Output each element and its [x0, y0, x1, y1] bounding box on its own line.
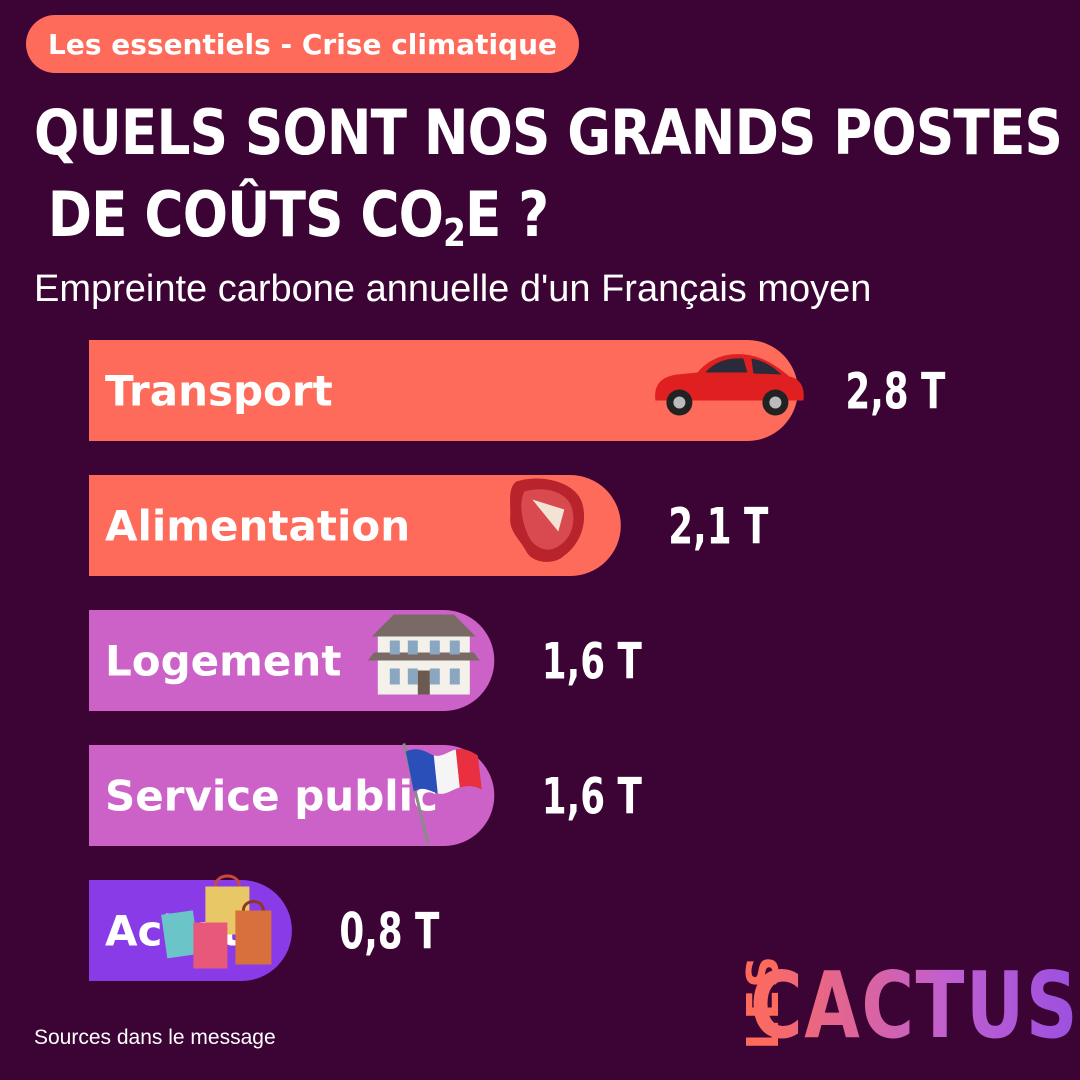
value-label: 1,6 T	[542, 768, 642, 826]
value-label: 2,8 T	[845, 363, 945, 421]
title-line-2: DE COÛTS CO2E ?	[47, 178, 549, 255]
category-label: Logement	[105, 637, 341, 686]
french-flag-icon	[402, 743, 482, 844]
title-line-1: QUELS SONT NOS GRANDS POSTES	[34, 96, 1063, 169]
steak-icon	[510, 478, 585, 562]
value-label: 0,8 T	[339, 903, 439, 961]
house-icon	[367, 614, 480, 695]
value-label: 2,1 T	[668, 498, 768, 556]
category-label: Transport	[105, 367, 333, 416]
category-tag: Les essentiels - Crise climatique	[26, 15, 580, 73]
page-title: QUELS SONT NOS GRANDS POSTES DE COÛTS CO…	[34, 92, 1063, 256]
bar-transport	[89, 340, 798, 441]
category-label: Alimentation	[105, 502, 410, 551]
category-label: Service public	[105, 772, 438, 821]
bar-alimentation	[89, 475, 621, 576]
chart-subtitle: Empreinte carbone annuelle d'un Français…	[34, 268, 872, 310]
les-cactus-logo: LES CACTUS	[738, 952, 1080, 1059]
car-icon	[655, 354, 804, 416]
value-label: 1,6 T	[542, 633, 642, 691]
shopping-bags-icon	[161, 874, 272, 969]
bar-service-public	[89, 745, 495, 846]
source-note: Sources dans le message	[34, 1026, 276, 1049]
